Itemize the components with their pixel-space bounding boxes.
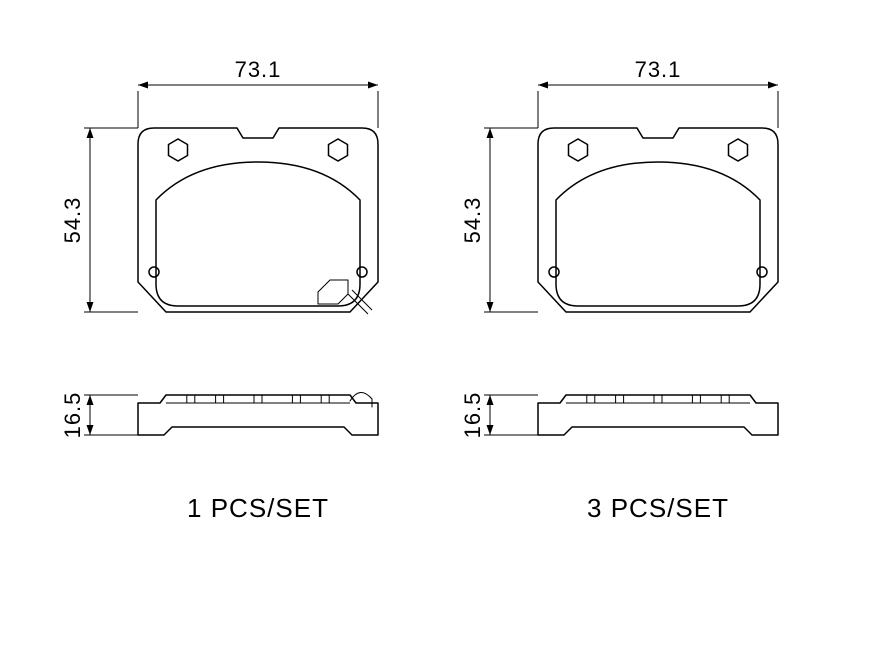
right-thickness-dim: 16.5 — [460, 392, 485, 439]
left-pad-drawing: 73.1 54.3 16.5 1 PCS/SET — [60, 57, 378, 523]
left-width-dim: 73.1 — [235, 57, 282, 82]
right-height-dim: 54.3 — [460, 197, 485, 244]
right-pad-drawing: 73.1 54.3 16.5 3 PCS/SET — [460, 57, 778, 523]
left-height-dim: 54.3 — [60, 197, 85, 244]
right-width-dim: 73.1 — [635, 57, 682, 82]
technical-drawing: 73.1 54.3 16.5 1 PCS/SET 73.1 54.3 16.5 3 PCS/S… — [0, 0, 870, 653]
left-thickness-dim: 16.5 — [60, 392, 85, 439]
right-qty-label: 3 PCS/SET — [587, 493, 729, 523]
left-qty-label: 1 PCS/SET — [187, 493, 329, 523]
